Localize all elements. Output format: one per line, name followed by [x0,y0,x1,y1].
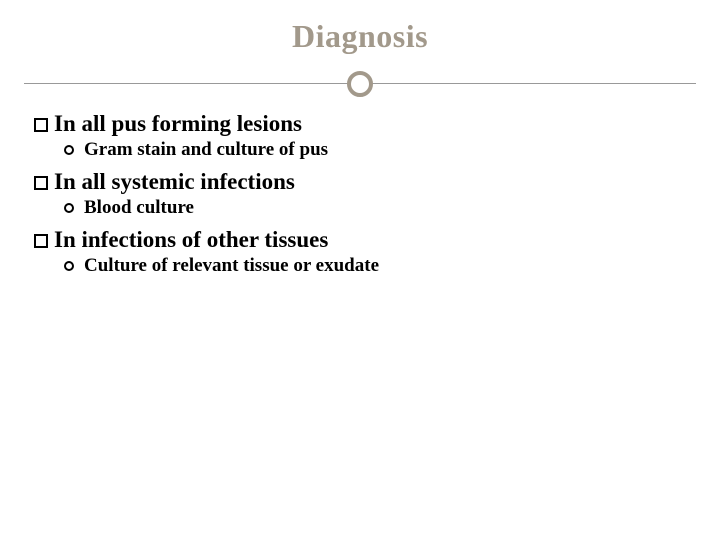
square-bullet-icon [34,176,48,190]
circle-bullet-icon [64,261,74,271]
divider [0,69,720,99]
bullet-sub: Gram stain and culture of pus [64,139,686,161]
main-text: In all pus forming lesions [54,111,302,137]
square-bullet-icon [34,118,48,132]
bullet-main: In all pus forming lesions [34,111,686,137]
sub-text: Gram stain and culture of pus [84,139,328,161]
slide: Diagnosis In all pus forming lesions Gra… [0,0,720,540]
bullet-main: In all systemic infections [34,169,686,195]
sub-text: Culture of relevant tissue or exudate [84,255,379,277]
square-bullet-icon [34,234,48,248]
bullet-sub: Culture of relevant tissue or exudate [64,255,686,277]
sub-text: Blood culture [84,197,194,219]
main-text: In infections of other tissues [54,227,328,253]
circle-bullet-icon [64,203,74,213]
title-area: Diagnosis [0,0,720,55]
bullet-sub: Blood culture [64,197,686,219]
divider-circle-icon [347,71,373,97]
circle-bullet-icon [64,145,74,155]
bullet-main: In infections of other tissues [34,227,686,253]
content-area: In all pus forming lesions Gram stain an… [0,99,720,277]
slide-title: Diagnosis [0,18,720,55]
main-text: In all systemic infections [54,169,295,195]
